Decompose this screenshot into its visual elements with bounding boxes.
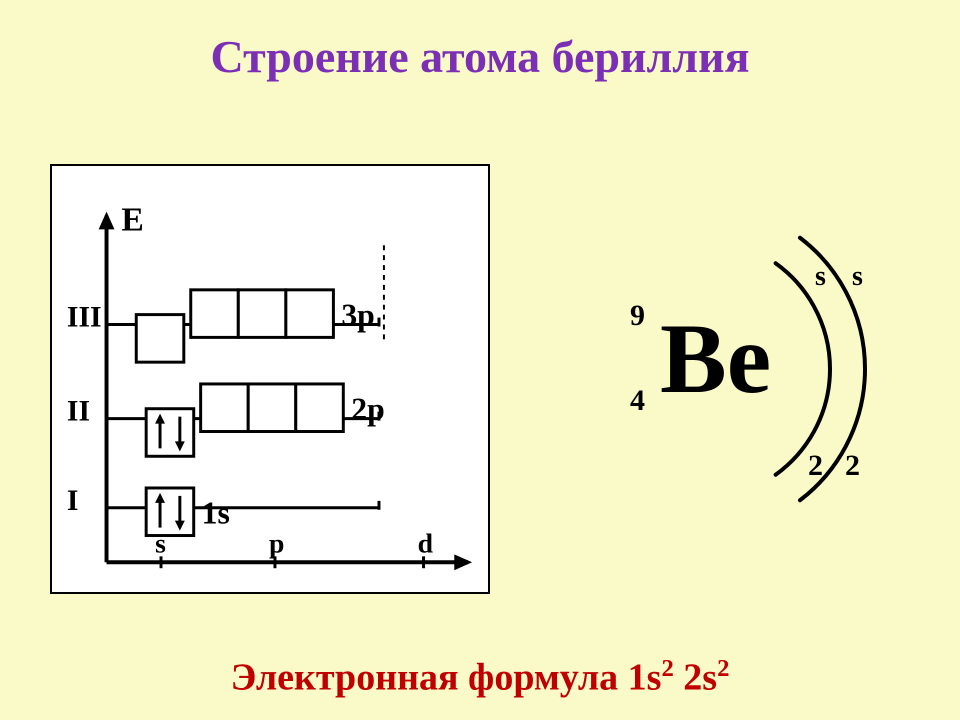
shell-1-count: 2 <box>808 449 823 483</box>
mass-number: 9 <box>630 299 645 333</box>
svg-text:3p: 3p <box>341 298 374 333</box>
svg-text:III: III <box>67 302 102 334</box>
atom-notation: 9 4 Be s s 2 2 <box>590 219 910 539</box>
content-row: Es p d I 1s II 2p III 3p 9 4 Be s s 2 2 <box>50 113 910 645</box>
shell-2-label: s <box>852 261 863 293</box>
shell-1-label: s <box>815 261 826 293</box>
energy-diagram-svg: EspdI1sII2pIII3p <box>52 166 488 592</box>
slide-title: Строение атома бериллия <box>210 30 749 83</box>
svg-text:E: E <box>121 202 143 239</box>
slide-root: Строение атома бериллия Es p d I 1s II 2p III 3p… <box>0 0 960 720</box>
element-symbol: Be <box>660 309 771 409</box>
svg-text:p: p <box>269 528 284 559</box>
electron-formula: Электронная формула 1s2 2s2 <box>231 655 730 700</box>
svg-text:I: I <box>67 485 79 517</box>
svg-text:1s: 1s <box>202 496 230 531</box>
energy-level-diagram: EspdI1sII2pIII3p <box>50 164 490 594</box>
svg-text:II: II <box>67 396 90 428</box>
svg-text:2p: 2p <box>351 392 384 427</box>
svg-text:d: d <box>418 528 434 559</box>
atomic-number: 4 <box>630 384 645 418</box>
shell-2-count: 2 <box>845 449 860 483</box>
